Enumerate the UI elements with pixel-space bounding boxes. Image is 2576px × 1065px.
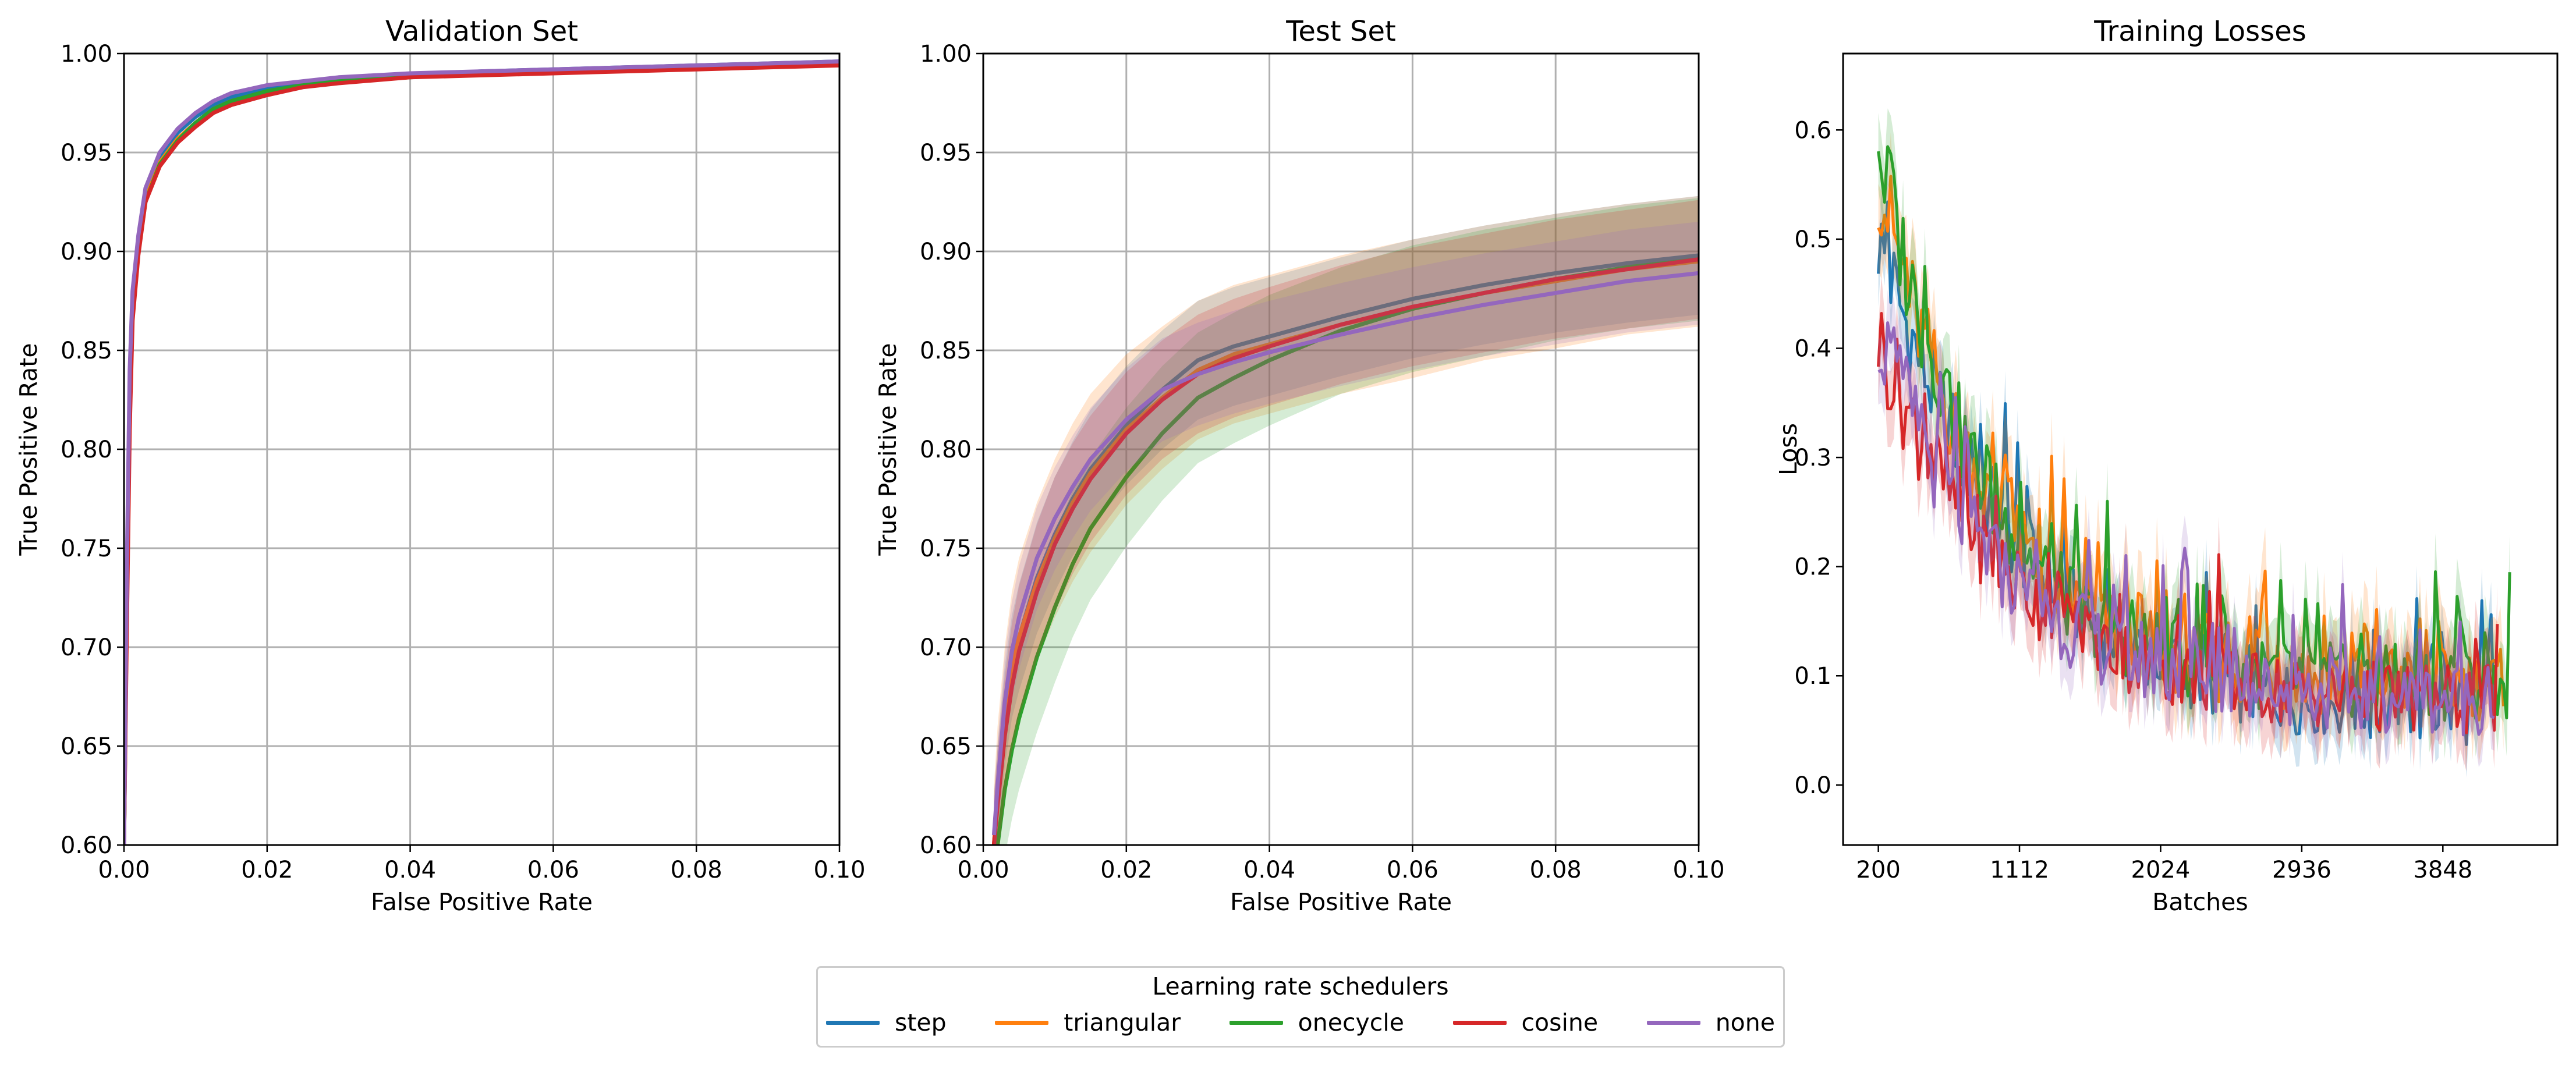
legend-item-triangular: triangular [995,1009,1181,1036]
y-tick-label: 0.80 [61,436,112,463]
legend-label-triangular: triangular [1064,1009,1181,1036]
y-tick-label: 0.80 [920,436,972,463]
y-tick-label: 0.60 [61,832,112,859]
series-band-step [994,196,1699,845]
x-tick-label: 0.04 [384,857,436,883]
axes-frame [1842,52,2559,846]
y-tick-label: 0.65 [920,733,972,760]
x-tick-label: 0.08 [1530,857,1582,883]
series-line-triangular [124,61,839,845]
x-tick-label: 3848 [2413,857,2472,883]
series-line-none [1877,321,2495,737]
y-tick-label: 0.85 [61,338,112,364]
y-tick-label: 1.00 [920,41,972,68]
x-tick-label: 2024 [2131,857,2191,883]
x-tick-label: 0.00 [957,857,1009,883]
y-tick-label: 0.75 [61,535,112,562]
chart-title: Training Losses [2093,15,2306,48]
series-band-cosine [994,200,1699,845]
legend-label-onecycle: onecycle [1298,1009,1404,1036]
chart-title: Validation Set [385,15,578,48]
legend: Learning rate schedulers step triangular… [816,966,1785,1048]
y-axis-label: True Positive Rate [15,343,42,556]
y-tick-label: 0.70 [61,634,112,661]
chart-panel-2: 0.00 0.02 0.04 0.06 0.08 0.10 0.60 0.65 0.70 0.75… [874,15,1725,916]
x-tick-label: 200 [1856,857,1900,883]
x-tick-label: 0.02 [1100,857,1152,883]
y-tick-label: 0.6 [1794,117,1831,144]
legend-swatch-triangular [995,1020,1049,1025]
legend-label-step: step [895,1009,947,1036]
y-tick-label: 0.75 [920,535,972,562]
axes-frame [982,52,1700,846]
legend-items: step triangular onecycle cosine none [826,1006,1775,1039]
series-line-step [124,59,839,845]
y-tick-label: 0.3 [1794,445,1831,471]
x-tick-label: 0.06 [527,857,579,883]
y-tick-label: 0.2 [1794,554,1831,581]
x-tick-label: 0.02 [241,857,293,883]
legend-swatch-none [1646,1020,1700,1025]
x-tick-label: 0.08 [671,857,722,883]
legend-item-onecycle: onecycle [1229,1009,1404,1036]
legend-item-step: step [826,1009,947,1036]
plot-area-2 [991,196,1699,845]
x-tick-label: 0.00 [98,857,150,883]
y-tick-label: 0.5 [1794,226,1831,253]
x-axis-label: Batches [2152,888,2248,916]
y-tick-label: 0.90 [920,239,972,265]
plot-area-1 [124,59,839,845]
x-tick-label: 0.10 [813,857,865,883]
legend-label-none: none [1715,1009,1775,1036]
x-tick-label: 0.06 [1387,857,1438,883]
legend-label-cosine: cosine [1521,1009,1599,1036]
chart-title: Test Set [1285,15,1396,48]
x-axis-label: False Positive Rate [371,888,593,916]
y-tick-label: 1.00 [61,41,112,68]
series-band-cosine [1878,275,2497,771]
legend-title: Learning rate schedulers [1152,972,1449,1000]
y-axis-label: True Positive Rate [874,343,902,556]
legend-swatch-cosine [1452,1020,1507,1025]
x-tick-label: 0.10 [1673,857,1724,883]
series-line-onecycle [124,61,839,845]
y-tick-label: 0.95 [61,140,112,166]
series-band-onecycle [994,198,1699,845]
axes-frame [123,52,841,846]
y-tick-label: 0.60 [920,832,972,859]
y-tick-label: 0.70 [920,634,972,661]
plot-area-3 [1877,108,2511,778]
y-tick-label: 0.0 [1794,772,1831,799]
series-line-cosine [991,257,1699,845]
x-tick-label: 1112 [1990,857,2049,883]
y-tick-label: 0.95 [920,140,972,166]
legend-item-cosine: cosine [1452,1009,1599,1036]
y-tick-label: 0.1 [1794,663,1831,690]
y-axis-label: Loss [1774,423,1802,475]
x-tick-label: 0.04 [1243,857,1295,883]
series-line-cosine [124,63,839,845]
y-tick-label: 0.85 [920,338,972,364]
legend-swatch-onecycle [1229,1020,1283,1025]
chart-panel-1: 0.00 0.02 0.04 0.06 0.08 0.10 0.60 0.65 0.70 0.75… [15,15,866,916]
x-tick-label: 2936 [2272,857,2331,883]
y-tick-label: 0.4 [1794,335,1831,362]
y-tick-label: 0.65 [61,733,112,760]
chart-panel-3: 200 1112 2024 2936 3848 0.0 0.1 0.2 0.3 0.4 0.5 0.6… [1774,15,2559,916]
legend-swatch-step [826,1020,880,1025]
x-axis-label: False Positive Rate [1230,888,1452,916]
legend-item-none: none [1646,1009,1775,1036]
series-line-none [991,271,1699,836]
y-tick-label: 0.90 [61,239,112,265]
series-line-none [124,59,839,845]
series-band-triangular [994,196,1699,845]
series-band-none [994,222,1699,845]
